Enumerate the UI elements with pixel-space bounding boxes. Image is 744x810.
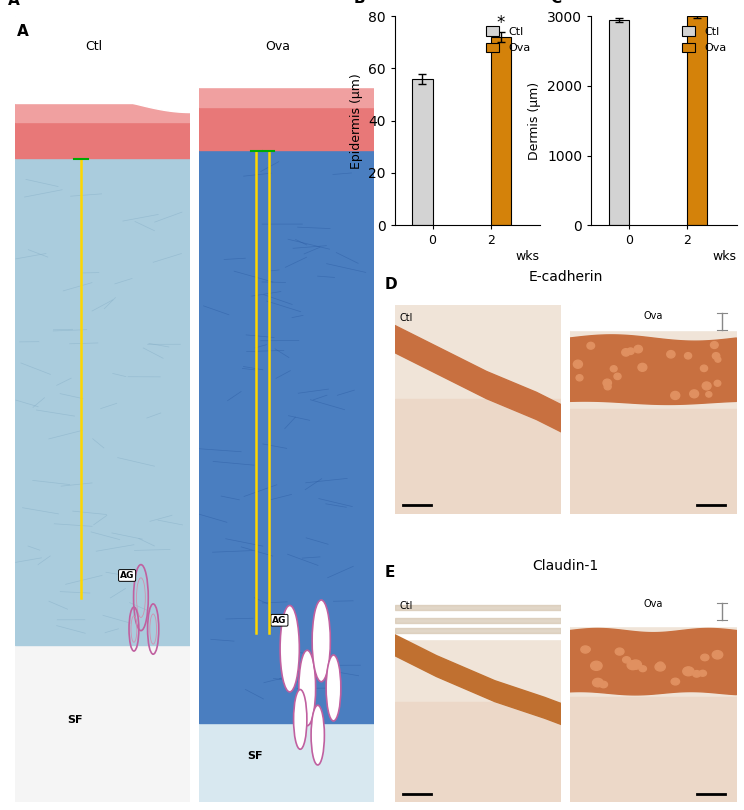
- Ellipse shape: [690, 390, 699, 398]
- Text: wks: wks: [516, 250, 539, 263]
- Bar: [199, 87, 373, 107]
- Polygon shape: [395, 635, 562, 725]
- Bar: [609, 19, 629, 225]
- Text: AG: AG: [120, 571, 134, 580]
- Ellipse shape: [615, 648, 624, 655]
- Circle shape: [294, 689, 307, 749]
- Bar: [199, 16, 373, 87]
- Ellipse shape: [684, 352, 692, 359]
- Ellipse shape: [711, 342, 718, 348]
- Polygon shape: [395, 326, 562, 432]
- Bar: [15, 645, 190, 802]
- Polygon shape: [570, 629, 737, 695]
- Text: E-cadherin: E-cadherin: [528, 271, 603, 284]
- Bar: [570, 697, 737, 802]
- Ellipse shape: [700, 365, 708, 372]
- Ellipse shape: [699, 671, 707, 676]
- Bar: [395, 605, 562, 610]
- Bar: [570, 305, 737, 330]
- Ellipse shape: [683, 667, 694, 676]
- Bar: [687, 16, 708, 225]
- Text: Ova: Ova: [644, 311, 663, 321]
- Text: wks: wks: [712, 250, 736, 263]
- Circle shape: [299, 650, 315, 726]
- Ellipse shape: [587, 343, 594, 349]
- Bar: [199, 107, 373, 150]
- Ellipse shape: [630, 660, 641, 669]
- Ellipse shape: [592, 678, 603, 687]
- Ellipse shape: [622, 348, 630, 356]
- Y-axis label: Dermis (μm): Dermis (μm): [528, 82, 542, 160]
- Ellipse shape: [576, 375, 583, 381]
- Bar: [395, 628, 562, 633]
- Circle shape: [311, 706, 324, 765]
- Text: D: D: [385, 277, 397, 292]
- Text: Ova: Ova: [265, 40, 290, 53]
- Ellipse shape: [671, 678, 679, 685]
- Ellipse shape: [623, 657, 630, 663]
- Ellipse shape: [715, 357, 721, 362]
- Ellipse shape: [627, 661, 638, 670]
- Ellipse shape: [702, 382, 711, 390]
- Text: SF: SF: [68, 715, 83, 725]
- Text: B: B: [354, 0, 366, 6]
- Bar: [15, 122, 190, 158]
- Ellipse shape: [603, 379, 612, 386]
- Ellipse shape: [583, 646, 590, 652]
- Bar: [395, 701, 562, 802]
- Text: *: *: [497, 14, 505, 32]
- Ellipse shape: [701, 654, 709, 661]
- Circle shape: [312, 600, 330, 682]
- Ellipse shape: [604, 384, 611, 390]
- Bar: [412, 79, 432, 225]
- Ellipse shape: [657, 662, 664, 667]
- Circle shape: [280, 606, 299, 692]
- Ellipse shape: [634, 345, 642, 353]
- Bar: [570, 409, 737, 514]
- Bar: [199, 150, 373, 723]
- Ellipse shape: [574, 360, 583, 369]
- Ellipse shape: [600, 681, 608, 688]
- Ellipse shape: [614, 373, 621, 380]
- Ellipse shape: [714, 381, 721, 386]
- Ellipse shape: [639, 666, 647, 671]
- Text: Ctl: Ctl: [400, 601, 413, 612]
- Ellipse shape: [693, 671, 701, 677]
- Polygon shape: [570, 335, 737, 404]
- Legend: Ctl, Ova: Ctl, Ova: [481, 22, 535, 58]
- Ellipse shape: [712, 352, 719, 360]
- Text: Ova: Ova: [644, 599, 663, 609]
- Bar: [491, 37, 511, 225]
- Ellipse shape: [591, 661, 602, 671]
- Circle shape: [326, 655, 341, 721]
- Ellipse shape: [667, 351, 675, 358]
- Text: E: E: [385, 565, 395, 581]
- Text: AG: AG: [272, 616, 286, 625]
- Ellipse shape: [627, 348, 634, 355]
- Ellipse shape: [706, 392, 712, 397]
- Text: A: A: [8, 0, 19, 8]
- Text: A: A: [16, 24, 28, 39]
- Y-axis label: Epidermis (μm): Epidermis (μm): [350, 73, 362, 168]
- Bar: [15, 16, 190, 103]
- Ellipse shape: [581, 646, 590, 653]
- Bar: [570, 593, 737, 626]
- Legend: Ctl, Ova: Ctl, Ova: [678, 22, 731, 58]
- Text: Claudin-1: Claudin-1: [533, 559, 599, 573]
- Text: C: C: [551, 0, 562, 6]
- Text: SF: SF: [248, 751, 263, 761]
- Ellipse shape: [671, 391, 680, 399]
- Bar: [15, 103, 190, 122]
- Text: Ctl: Ctl: [400, 313, 413, 323]
- Ellipse shape: [655, 663, 665, 671]
- Ellipse shape: [610, 366, 617, 372]
- Bar: [15, 158, 190, 645]
- Bar: [395, 617, 562, 623]
- Ellipse shape: [712, 650, 722, 659]
- Ellipse shape: [638, 364, 647, 371]
- Bar: [199, 723, 373, 802]
- Bar: [395, 399, 562, 514]
- Text: Ctl: Ctl: [85, 40, 102, 53]
- Bar: [395, 593, 562, 639]
